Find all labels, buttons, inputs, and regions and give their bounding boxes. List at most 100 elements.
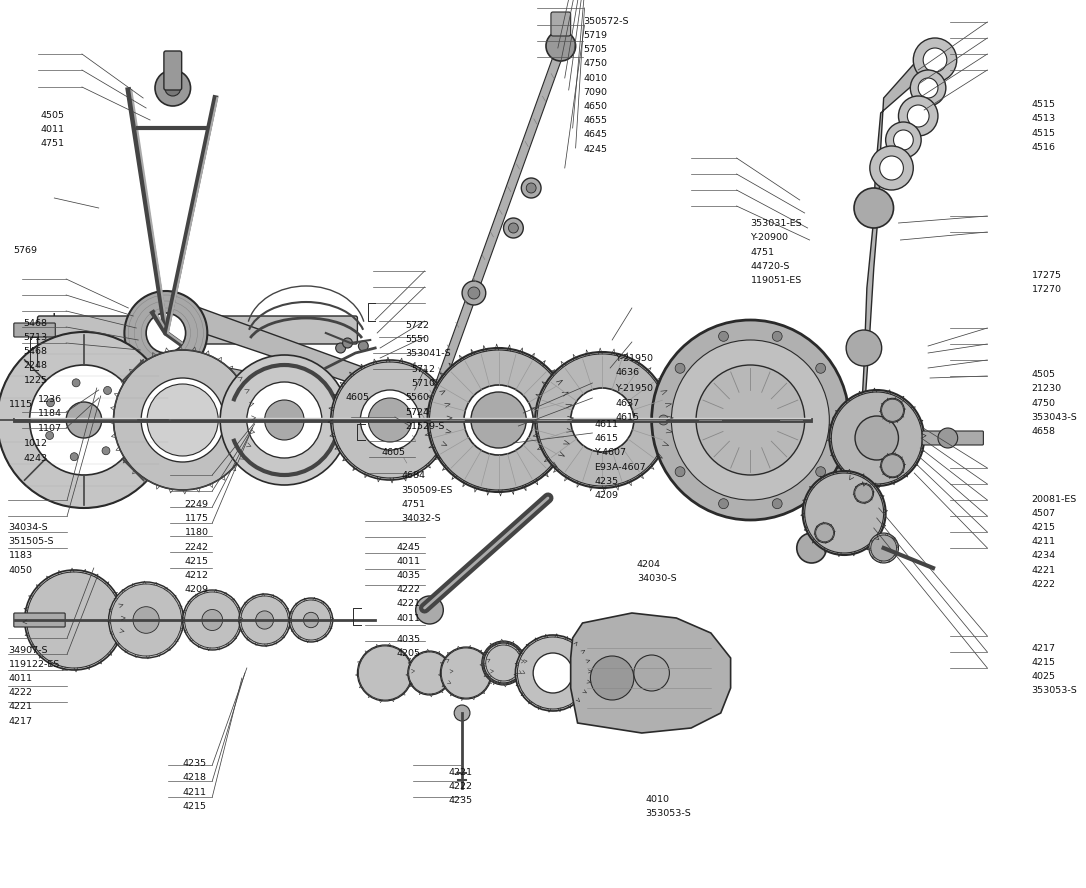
Circle shape (289, 598, 332, 642)
Text: 4011: 4011 (41, 125, 65, 134)
Text: 20081-ES: 20081-ES (1032, 495, 1076, 503)
Circle shape (719, 331, 729, 341)
Text: 350572-S: 350572-S (583, 17, 629, 26)
Text: 351505-S: 351505-S (9, 537, 54, 546)
Circle shape (869, 533, 898, 563)
Circle shape (331, 360, 450, 480)
Text: 4751: 4751 (750, 248, 774, 257)
Circle shape (546, 31, 576, 61)
Text: 353031-ES: 353031-ES (750, 219, 803, 228)
Circle shape (910, 70, 946, 106)
Text: 4684: 4684 (401, 472, 425, 480)
Circle shape (846, 330, 882, 366)
Circle shape (361, 390, 419, 450)
Text: 1115: 1115 (9, 400, 33, 409)
Circle shape (797, 533, 826, 563)
Circle shape (202, 609, 223, 630)
Text: 4615: 4615 (594, 434, 618, 443)
Text: 5468: 5468 (24, 347, 48, 356)
Circle shape (239, 594, 290, 646)
Circle shape (854, 188, 894, 228)
Circle shape (855, 416, 898, 460)
Circle shape (72, 379, 80, 387)
FancyBboxPatch shape (922, 431, 984, 445)
Circle shape (508, 223, 518, 233)
Text: 4751: 4751 (401, 500, 425, 509)
Text: 4605: 4605 (345, 393, 369, 402)
Text: 350509-ES: 350509-ES (401, 486, 453, 495)
Text: 4750: 4750 (583, 59, 607, 68)
Circle shape (454, 705, 470, 721)
Circle shape (533, 653, 572, 693)
Text: 5550: 5550 (405, 335, 429, 344)
Text: 4217: 4217 (1032, 644, 1056, 653)
Text: Y-4607: Y-4607 (594, 448, 626, 457)
Text: 1236: 1236 (38, 395, 62, 404)
Text: 1107: 1107 (38, 424, 62, 432)
Text: 4637: 4637 (616, 399, 640, 408)
Circle shape (141, 378, 224, 462)
Text: 4011: 4011 (9, 674, 33, 683)
Circle shape (29, 365, 138, 475)
Circle shape (25, 570, 124, 670)
Text: 353053-S: 353053-S (1032, 686, 1077, 695)
Text: 119122-ES: 119122-ES (9, 660, 60, 669)
Text: 1175: 1175 (185, 514, 209, 523)
Text: 4505: 4505 (41, 111, 65, 120)
Text: 4605: 4605 (381, 448, 406, 457)
Circle shape (719, 499, 729, 509)
Polygon shape (54, 313, 336, 400)
Text: 4751: 4751 (41, 139, 65, 148)
Circle shape (464, 385, 533, 455)
Circle shape (303, 613, 318, 628)
Circle shape (816, 467, 825, 477)
Circle shape (102, 447, 110, 455)
Text: 5712: 5712 (412, 365, 435, 374)
Text: 1012: 1012 (24, 440, 48, 448)
Text: 4035: 4035 (396, 635, 421, 644)
Circle shape (816, 363, 825, 373)
Circle shape (918, 78, 938, 98)
Text: 4505: 4505 (1032, 370, 1056, 379)
Text: 4215: 4215 (185, 557, 209, 566)
Text: 4515: 4515 (1032, 129, 1056, 138)
Circle shape (182, 590, 242, 650)
Text: 17275: 17275 (1032, 271, 1061, 280)
Text: 4245: 4245 (396, 543, 420, 551)
Circle shape (47, 399, 54, 407)
Text: 4235: 4235 (449, 797, 472, 805)
Circle shape (368, 398, 412, 442)
Circle shape (247, 382, 321, 458)
Text: 4209: 4209 (594, 491, 618, 500)
Circle shape (220, 355, 349, 485)
Text: Y-21950: Y-21950 (616, 385, 654, 393)
Circle shape (696, 365, 805, 475)
Text: 4218: 4218 (182, 773, 206, 782)
Polygon shape (570, 613, 731, 733)
FancyBboxPatch shape (14, 323, 55, 337)
Text: 4245: 4245 (583, 145, 607, 154)
Text: 4750: 4750 (1032, 399, 1056, 408)
Circle shape (336, 343, 345, 353)
Circle shape (938, 428, 958, 448)
Circle shape (634, 655, 669, 691)
Circle shape (803, 471, 885, 555)
Text: 21230: 21230 (1032, 385, 1062, 393)
Text: 4650: 4650 (583, 102, 607, 111)
Text: 4221: 4221 (396, 599, 420, 608)
Circle shape (0, 332, 171, 508)
Text: 4222: 4222 (449, 782, 472, 791)
Circle shape (521, 178, 541, 198)
Circle shape (66, 402, 102, 438)
Circle shape (358, 341, 368, 351)
Text: 4212: 4212 (185, 571, 209, 580)
Text: 353043-S: 353043-S (1032, 413, 1077, 422)
Circle shape (772, 499, 782, 509)
Text: 5719: 5719 (583, 31, 607, 40)
Text: 4636: 4636 (616, 369, 640, 377)
Text: 34034-S: 34034-S (9, 523, 48, 532)
Circle shape (155, 70, 190, 106)
Circle shape (504, 218, 523, 238)
Circle shape (117, 418, 125, 426)
Text: 5724: 5724 (405, 408, 429, 416)
